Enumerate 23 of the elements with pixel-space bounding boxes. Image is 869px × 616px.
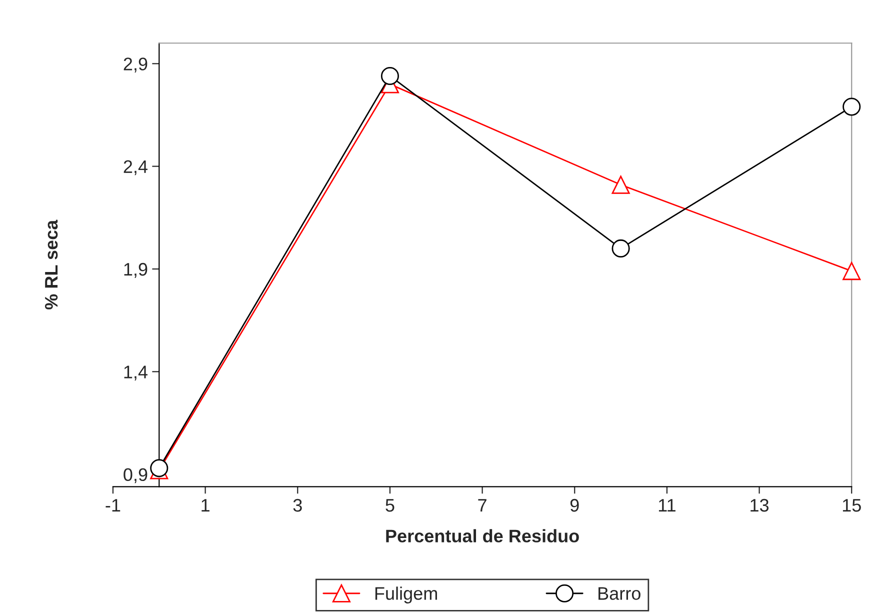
x-axis-title: Percentual de Residuo [386, 529, 579, 542]
point [612, 176, 630, 194]
point [612, 239, 630, 258]
y-tick-label: 1,9 [124, 262, 148, 278]
legend-label: Barro [598, 587, 640, 600]
x-tick-label: 5 [386, 499, 394, 512]
y-tick-label: 2,4 [124, 160, 148, 176]
x-tick-label: 15 [842, 499, 861, 512]
y-tick-label: 2,9 [124, 58, 148, 73]
y-axis-title: % RL seca [44, 220, 58, 310]
x-tick-label: -1 [106, 499, 120, 512]
point [842, 262, 861, 280]
x-tick-label: 7 [478, 499, 486, 512]
x-tick-label: 9 [570, 498, 579, 512]
point [842, 98, 861, 116]
y-tick-label: 1,4 [124, 366, 148, 381]
x-tick-label: 3 [293, 498, 302, 512]
x-tick-label: 1 [202, 499, 210, 512]
y-tick-label: 0,9 [124, 468, 148, 484]
x-tick-label: 11 [658, 499, 676, 512]
legend-label: Fuligem [375, 586, 437, 604]
point [380, 66, 399, 85]
x-tick-label: 13 [750, 498, 769, 512]
